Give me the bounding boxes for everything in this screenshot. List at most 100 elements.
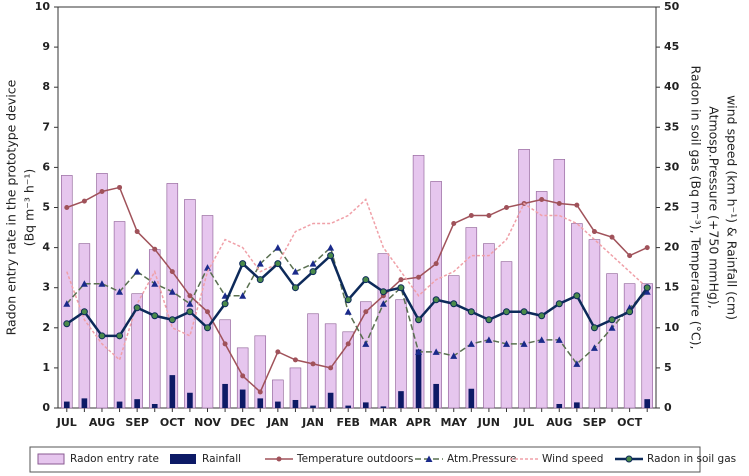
y-tick-label: 8 [42, 80, 50, 93]
point [398, 277, 404, 283]
y2-tick-label: 30 [664, 160, 680, 173]
point [240, 373, 246, 379]
point [590, 344, 598, 351]
point [204, 324, 211, 332]
point [168, 288, 176, 295]
point [362, 340, 370, 347]
point [609, 234, 615, 240]
y-tick-label: 1 [42, 361, 50, 374]
bar [433, 383, 439, 408]
legend-label: Rainfall [202, 453, 241, 465]
legend-label: Radon entry rate [70, 453, 159, 465]
point [168, 316, 176, 324]
legend-marker [276, 456, 282, 462]
point [627, 253, 633, 259]
bar [556, 403, 563, 408]
point [327, 244, 335, 251]
point [432, 296, 440, 304]
y-tick-label: 3 [42, 281, 50, 294]
x-tick-label: DEC [230, 416, 255, 429]
point [362, 276, 370, 284]
point [99, 188, 105, 194]
bar [113, 221, 126, 409]
point [186, 308, 194, 316]
y2-tick-label: 50 [664, 0, 680, 13]
point [63, 300, 71, 307]
point [63, 320, 71, 328]
y-tick-label: 10 [35, 0, 51, 13]
y-axis-label: (Bq m⁻³ h⁻¹) [22, 169, 37, 247]
point [239, 292, 247, 299]
point [590, 324, 598, 332]
legend-swatch [37, 453, 65, 465]
y2-axis-label: wind speed (km h⁻¹) & Rainfall (cm) [725, 95, 740, 320]
y-tick-label: 4 [42, 241, 50, 254]
point [64, 205, 70, 210]
bar [606, 273, 618, 409]
y2-tick-label: 15 [664, 281, 679, 294]
bar [239, 389, 246, 408]
point [432, 348, 440, 355]
bar [644, 399, 651, 408]
point [291, 284, 299, 292]
point [256, 260, 264, 267]
point [98, 332, 106, 340]
bar [254, 335, 267, 409]
point [134, 229, 140, 235]
point [397, 284, 405, 292]
bar [500, 261, 513, 409]
y2-tick-label: 5 [664, 361, 672, 374]
line-series [66, 253, 649, 338]
point [644, 245, 650, 251]
bar [377, 253, 390, 409]
point [538, 336, 546, 343]
x-tick-label: SEP [125, 416, 149, 429]
bar [166, 183, 179, 409]
point [256, 276, 264, 284]
bar [518, 149, 530, 409]
point [574, 202, 580, 208]
point [433, 261, 439, 267]
legend-label: Temperature outdoors [296, 453, 413, 465]
x-tick-label: FEB [336, 416, 359, 429]
x-tick-label: SEP [583, 416, 607, 429]
y2-axis-label: Atmosp.Pressure (+750 mmHg), [707, 106, 722, 309]
bar [134, 399, 140, 408]
bar [483, 243, 495, 409]
bar [465, 227, 478, 409]
bar [257, 398, 264, 408]
x-tick-label: JAN [301, 416, 324, 429]
y2-tick-label: 35 [664, 120, 679, 133]
point [239, 260, 247, 268]
point [643, 284, 651, 292]
bar [61, 175, 73, 409]
x-tick-label: JAN [266, 416, 289, 429]
x-tick-label: MAY [441, 416, 468, 429]
point [626, 308, 634, 316]
point [503, 308, 510, 316]
point [608, 324, 616, 331]
bar [535, 191, 548, 409]
point [222, 341, 228, 347]
point [573, 360, 581, 367]
y-tick-label: 2 [42, 321, 50, 334]
point [415, 316, 423, 324]
y2-axis-label: Radon in soil gas (Bq m⁻³), Temperature … [689, 66, 704, 350]
legend-label: Radon in soil gas [647, 453, 736, 465]
legend-marker [425, 455, 433, 462]
point [468, 213, 474, 219]
line-series [66, 198, 648, 362]
point [257, 389, 263, 395]
bar [571, 223, 583, 409]
point [379, 288, 387, 296]
y-tick-label: 9 [42, 40, 50, 53]
point [275, 349, 281, 355]
plot-frame [57, 6, 657, 409]
point [133, 304, 141, 312]
y2-tick-label: 10 [664, 321, 680, 334]
point [363, 309, 369, 315]
bar [345, 405, 352, 408]
legend-marker [625, 455, 633, 463]
bar [447, 275, 460, 409]
